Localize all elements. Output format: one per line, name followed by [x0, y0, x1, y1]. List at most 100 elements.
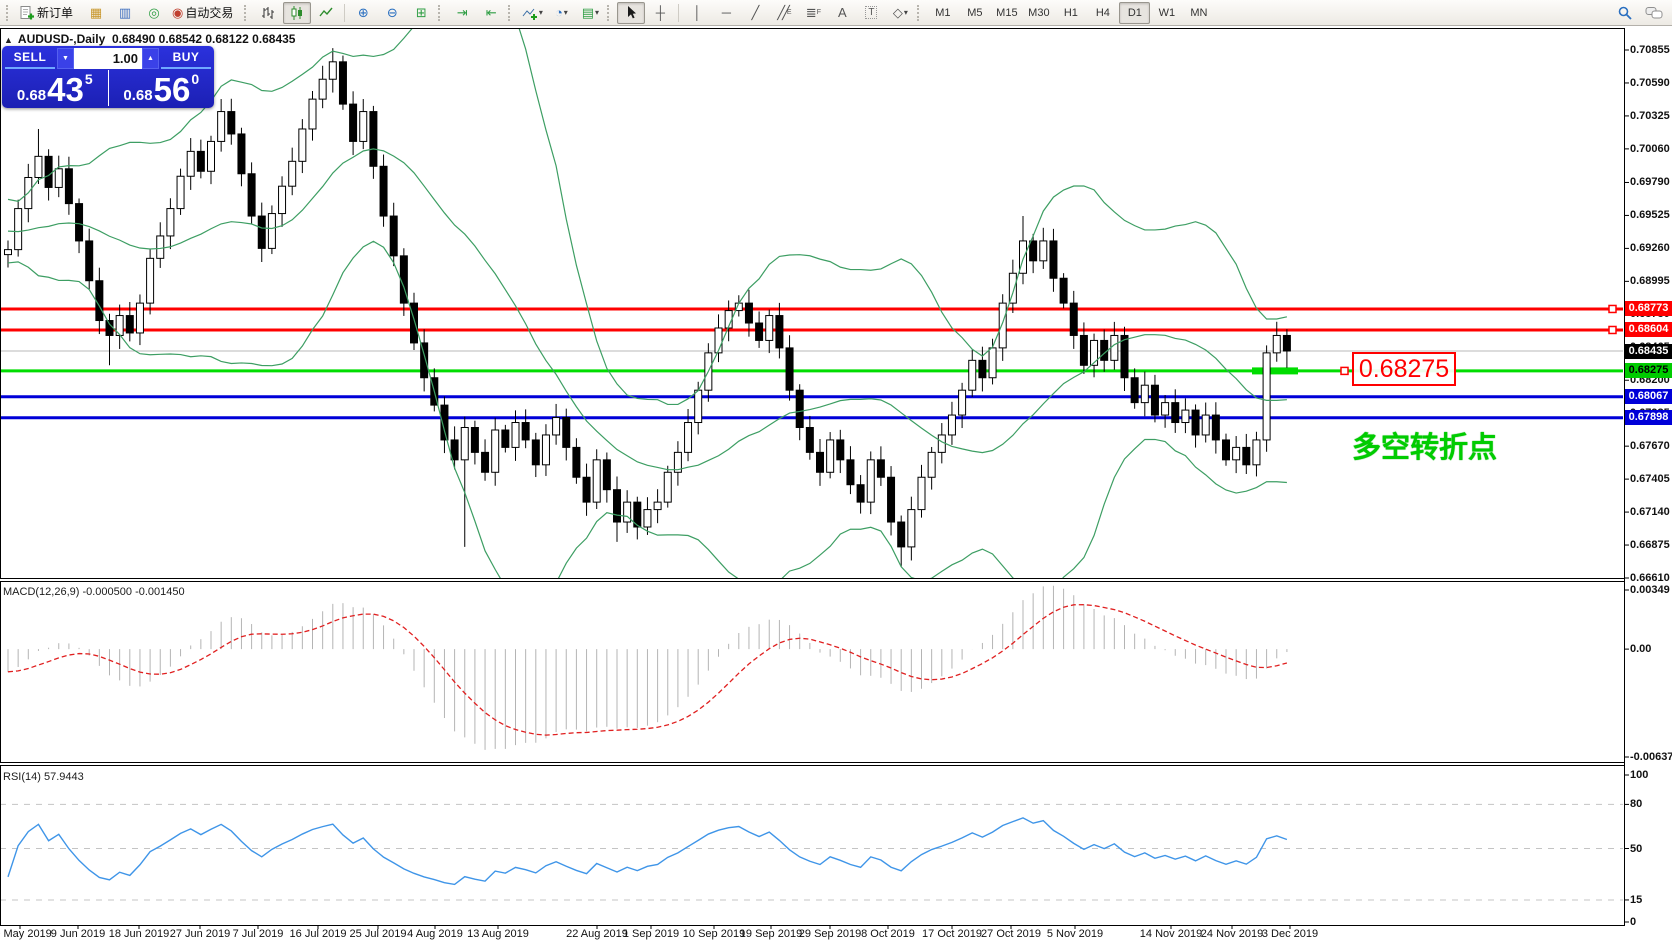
price-tick-label: 0.70590 [1630, 76, 1670, 89]
bar-chart-icon [262, 6, 275, 19]
date-label: 1 Sep 2019 [622, 928, 680, 940]
buy-price-sup: 0 [191, 71, 200, 87]
trendline-button[interactable]: ╱ [741, 2, 769, 24]
volume-decrease-button[interactable]: ▼ [57, 48, 74, 69]
shapes-icon: ◇ [892, 4, 903, 20]
buy-price[interactable]: 0.68 56 0 [109, 70, 215, 106]
clock-icon: ◔ [554, 5, 563, 20]
price-tick-label: 0.70060 [1630, 142, 1670, 155]
sell-price-sup: 5 [84, 71, 93, 87]
date-label: 27 Jun 2019 [169, 928, 231, 940]
dropdown-arrow-icon: ▾ [595, 8, 600, 17]
trendline-icon: ╱ [751, 4, 760, 20]
buy-button[interactable]: BUY [161, 48, 211, 69]
sell-button[interactable]: SELL [5, 48, 55, 69]
toolbar-grip[interactable] [917, 4, 922, 21]
periods-button[interactable]: ◔ ▾ [547, 2, 575, 24]
date-label: 24 Nov 2019 [1200, 928, 1264, 940]
chat-button[interactable] [1640, 2, 1668, 24]
cursor-button[interactable] [617, 1, 646, 24]
timeframe-m15-button[interactable]: M15 [996, 6, 1018, 19]
price-alert-button[interactable]: ▦ [82, 2, 110, 24]
template-icon: ▤ [581, 4, 595, 20]
autotrade-button[interactable]: ◉ 自动交易 [169, 2, 241, 24]
vertical-line-button[interactable]: │ [683, 2, 711, 24]
price-level-label-object[interactable]: 0.68275 [1352, 352, 1456, 386]
fibonacci-icon: ≣ [805, 4, 817, 20]
auto-scroll-button[interactable]: ⇥ [448, 2, 476, 24]
pivot-point-text-object[interactable]: 多空转折点 [1352, 432, 1498, 464]
profile-icon: ▥ [118, 4, 132, 20]
price-badge-bid: 0.68435 [1625, 343, 1672, 359]
search-icon [1618, 6, 1632, 20]
channel-icon: ╱╱ [777, 4, 790, 20]
cursor-arrow-icon [628, 6, 637, 19]
profile-button[interactable]: ▥ [111, 2, 139, 24]
candlestick-mode-button[interactable] [283, 1, 312, 24]
toolbar-grip[interactable] [438, 4, 443, 21]
rsi-tick-label: 100 [1630, 769, 1649, 781]
tile-windows-button[interactable]: ⊞ [407, 2, 435, 24]
rsi-tick-label: 80 [1630, 798, 1643, 811]
dropdown-arrow-icon: ▾ [563, 8, 568, 17]
text-label-button[interactable]: T [857, 2, 885, 24]
chart-symbol-period: AUDUSD-,Daily [17, 32, 106, 46]
crosshair-button[interactable]: ┼ [646, 2, 674, 24]
buy-price-base: 0.68 [123, 87, 153, 104]
date-label: 29 Sep 2019 [798, 928, 862, 940]
volume-input[interactable] [74, 48, 142, 69]
date-label: 25 Jul 2019 [349, 928, 407, 940]
signals-button[interactable]: ◎ [140, 2, 168, 24]
macd-tick-label: 0.00349 [1630, 584, 1670, 596]
line-chart-mode-button[interactable] [312, 2, 340, 24]
timeframe-mn-button[interactable]: MN [1190, 6, 1208, 19]
toolbar-grip[interactable] [6, 4, 11, 21]
chart-shift-button[interactable]: ⇤ [477, 2, 505, 24]
chart-ohlc-values: 0.68490 0.68542 0.68122 0.68435 [111, 32, 296, 46]
toolbar-grip[interactable] [508, 4, 513, 21]
shapes-button[interactable]: ◇ ▾ [886, 2, 914, 24]
channel-button[interactable]: ╱╱ E [770, 2, 798, 24]
price-tick-label: 0.66610 [1630, 572, 1670, 584]
zoom-out-button[interactable]: ⊖ [378, 2, 406, 24]
timeframe-w1-button[interactable]: W1 [1158, 6, 1176, 19]
rsi-tick-label: 0 [1630, 916, 1637, 928]
collapse-panel-icon[interactable]: ▲ [4, 35, 13, 45]
price-tick-label: 0.70325 [1630, 109, 1670, 122]
templates-button[interactable]: ▤ ▾ [576, 2, 604, 24]
horizontal-line-icon: ─ [721, 5, 731, 20]
timeframe-d1-button[interactable]: D1 [1119, 1, 1151, 24]
bar-chart-mode-button[interactable] [254, 2, 282, 24]
new-order-button[interactable]: 新订单 [16, 2, 81, 24]
timeframe-m5-button[interactable]: M5 [967, 6, 983, 19]
signal-icon: ◎ [148, 4, 160, 20]
new-order-label: 新订单 [37, 6, 74, 20]
chart-shift-icon: ⇤ [485, 4, 497, 20]
timeframe-m1-button[interactable]: M1 [935, 6, 951, 19]
timeframe-h1-button[interactable]: H1 [1063, 6, 1078, 19]
timeframe-m30-button[interactable]: M30 [1028, 6, 1050, 19]
toolbar-grip[interactable] [244, 4, 249, 21]
horizontal-line-button[interactable]: ─ [712, 2, 740, 24]
price-tick-label: 0.67670 [1630, 440, 1670, 453]
chat-icon [1645, 6, 1663, 18]
text-label-icon: T [865, 6, 878, 19]
toolbar-grip[interactable] [607, 4, 612, 21]
timeframe-h4-button[interactable]: H4 [1095, 6, 1110, 19]
text-a-icon: A [838, 5, 847, 20]
indicators-button[interactable]: ▾ [518, 2, 546, 24]
fibonacci-button[interactable]: ≣ F [799, 2, 827, 24]
volume-increase-button[interactable]: ▲ [142, 48, 159, 69]
sell-price-base: 0.68 [16, 87, 47, 104]
search-button[interactable] [1611, 2, 1639, 24]
text-button[interactable]: A [828, 2, 856, 24]
sell-price[interactable]: 0.68 43 5 [2, 70, 109, 106]
zoom-in-button[interactable]: ⊕ [349, 2, 377, 24]
fibo-f-mark: F [816, 9, 821, 16]
date-label: 5 Nov 2019 [1046, 928, 1104, 940]
channel-e-mark: E [786, 9, 792, 16]
date-label: 9 Jun 2019 [50, 928, 106, 940]
auto-scroll-icon: ⇥ [456, 4, 468, 20]
